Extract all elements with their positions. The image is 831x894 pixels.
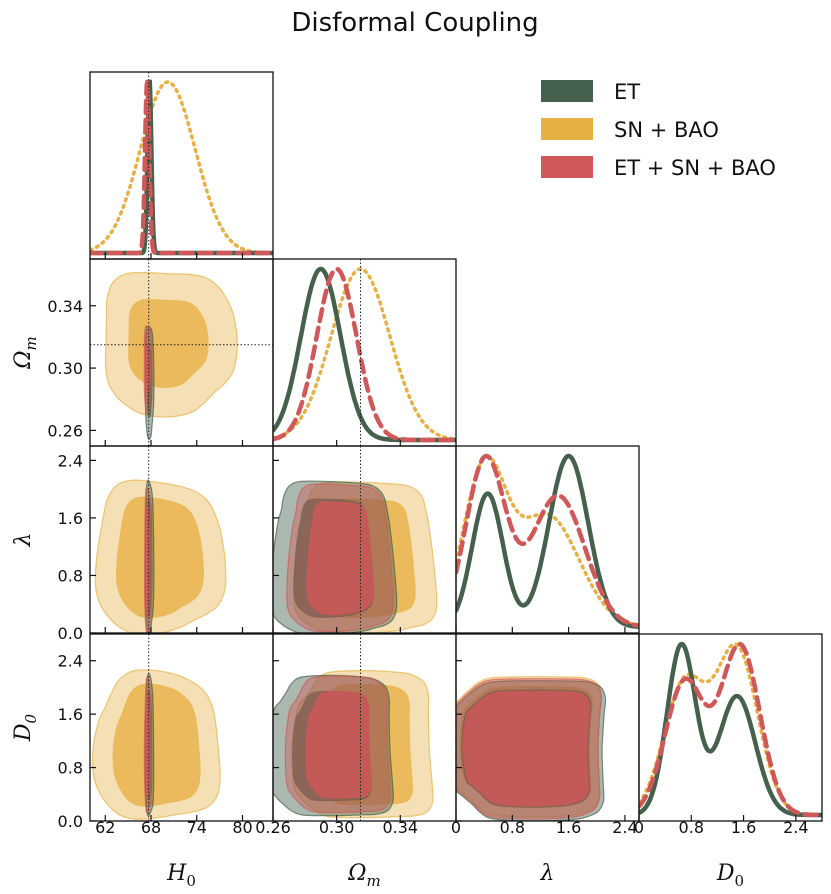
panel-lambda-lambda <box>455 445 640 634</box>
y-axis-label-Om: Ωm <box>11 336 40 369</box>
contours <box>273 480 438 633</box>
contour-68-et-sn-bao <box>305 690 372 799</box>
y-axis-label-D0: D0 <box>11 713 40 742</box>
panel-Om-D0 <box>272 633 457 822</box>
panel-H0-lambda <box>89 445 274 634</box>
curve-et <box>273 266 456 443</box>
contour-68-sn-bao <box>115 496 204 619</box>
curve-et <box>456 453 639 629</box>
panel-H0-Om <box>89 258 274 447</box>
legend: ET SN + BAO ET + SN + BAO <box>541 80 776 180</box>
legend-label: ET <box>614 80 640 104</box>
y-tick-label: 0.30 <box>47 359 83 378</box>
panel-H0-H0 <box>89 71 274 260</box>
x-tick-label: 1.6 <box>731 818 756 837</box>
chart-title: Disformal Coupling <box>291 8 538 38</box>
axis-labels: H0 Ωm λ D0 Ωm λ D0 <box>11 336 744 890</box>
curve-sn-bao <box>273 267 456 441</box>
contours <box>104 271 238 441</box>
panel-frame <box>455 445 640 634</box>
x-tick-label: 0.26 <box>255 818 291 837</box>
legend-swatch <box>541 156 593 178</box>
x-tick-label: 0.34 <box>382 818 418 837</box>
x-tick-label: 0 <box>634 818 644 837</box>
curve-et <box>639 641 822 818</box>
x-tick-labels: 62 68 74 80 0.26 0.30 0.34 0 0.8 1.6 2.40 0.8 1.6 2.4 <box>95 818 809 837</box>
legend-swatch <box>541 80 593 102</box>
marginal-curves <box>273 266 456 443</box>
x-axis-label-H0: H0 <box>166 861 196 890</box>
x-tick-label: 62 <box>95 818 115 837</box>
x-tick-label: 68 <box>141 818 161 837</box>
contour-68-et-sn-bao <box>145 345 151 394</box>
y-tick-label: 0.0 <box>58 812 83 831</box>
x-axis-label-lambda: λ <box>540 861 555 886</box>
curve-sn-bao <box>90 80 273 255</box>
contour-68-et-sn-bao <box>145 692 151 799</box>
x-tick-label: 0.30 <box>319 818 355 837</box>
legend-swatch <box>541 118 593 140</box>
y-tick-label: 0.8 <box>58 759 83 778</box>
contours <box>456 676 607 821</box>
y-tick-label: 1.6 <box>58 509 83 528</box>
y-tick-label: 2.4 <box>58 652 83 671</box>
panels: 62 68 74 80 0.26 0.30 0.34 0 0.8 1.6 2.40 0.8 1.6 2.4… <box>11 71 823 890</box>
y-tick-label: 0.26 <box>47 421 83 440</box>
contours <box>273 669 434 819</box>
panel-frame <box>638 633 823 822</box>
contours <box>94 479 227 633</box>
y-axis-label-lambda: λ <box>11 533 36 548</box>
panel-Om-Om <box>272 258 457 447</box>
panel-D0-D0 <box>638 633 823 822</box>
x-tick-label: 74 <box>187 818 207 837</box>
y-tick-label: 0.0 <box>58 624 83 643</box>
x-tick-label: 0 <box>451 818 461 837</box>
panel-lambda-D0 <box>455 633 640 822</box>
curve-et <box>90 79 273 256</box>
panel-H0-D0 <box>89 633 274 822</box>
x-tick-label: 0.8 <box>500 818 525 837</box>
contour-68-et-sn-bao <box>462 690 591 807</box>
x-tick-label: 0.8 <box>679 818 704 837</box>
x-tick-label: 1.6 <box>556 818 581 837</box>
curve-et-sn-bao <box>639 641 822 818</box>
x-tick-label: 2.4 <box>783 818 808 837</box>
y-tick-label: 0.34 <box>47 297 83 316</box>
y-tick-labels: 0.26 0.30 0.34 0.0 0.8 1.6 2.4 0.0 0.8 1.6 2.4 <box>47 297 83 831</box>
curve-et-sn-bao <box>90 81 273 256</box>
y-tick-label: 1.6 <box>58 705 83 724</box>
contours <box>92 669 221 820</box>
y-tick-label: 0.8 <box>58 566 83 585</box>
x-axis-label-Om: Ωm <box>347 861 380 890</box>
panel-frame <box>89 71 274 260</box>
contour-68-et-sn-bao <box>306 501 374 616</box>
contour-68-et-sn-bao <box>145 505 151 617</box>
x-tick-label: 2.4 <box>612 818 637 837</box>
legend-label: ET + SN + BAO <box>614 156 776 180</box>
marginal-curves <box>639 641 822 818</box>
marginal-curves <box>456 453 639 629</box>
marginal-curves <box>90 79 273 256</box>
y-tick-label: 2.4 <box>58 451 83 470</box>
curve-et-sn-bao <box>456 453 639 628</box>
curve-et-sn-bao <box>273 266 456 443</box>
x-axis-label-D0: D0 <box>716 861 744 890</box>
x-tick-label: 80 <box>232 818 252 837</box>
contour-68-sn-bao <box>112 683 201 807</box>
legend-label: SN + BAO <box>614 118 719 142</box>
panel-Om-lambda <box>272 445 457 634</box>
